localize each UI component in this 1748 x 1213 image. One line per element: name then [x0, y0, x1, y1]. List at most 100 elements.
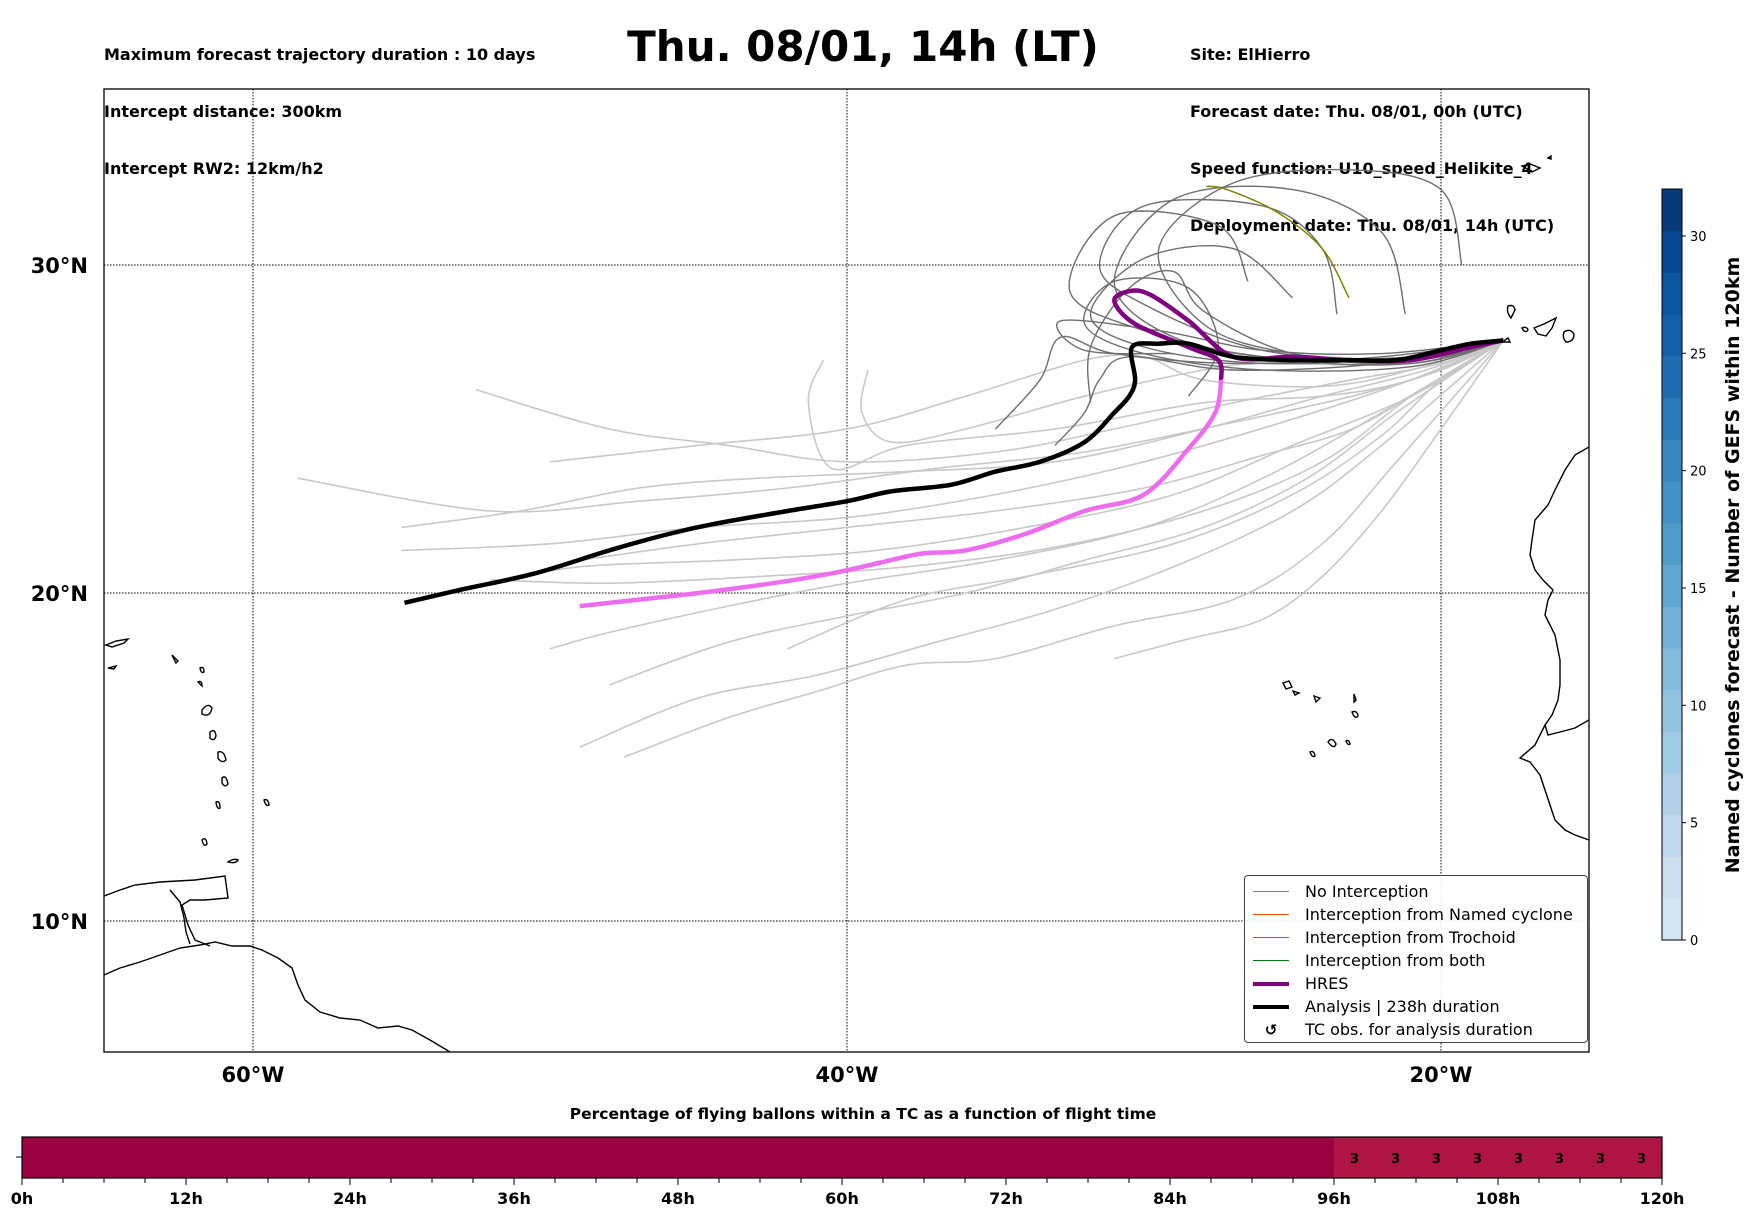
colorbar-bin [1662, 439, 1682, 482]
analysis-track [404, 338, 1504, 605]
colorbar-bin [1662, 481, 1682, 524]
lon-tick-label: 40°W [816, 1063, 879, 1087]
lat-tick-label: 30°N [31, 254, 88, 278]
colorbar-bin [1662, 522, 1682, 565]
colorbar-bin [1662, 647, 1682, 691]
site-info: Site: ElHierro Forecast date: Thu. 08/01… [1190, 7, 1554, 254]
bar-value-label: 3 [1473, 1152, 1482, 1167]
main-tracks [404, 288, 1504, 609]
colorbar-bin [1662, 272, 1682, 315]
run-parameters: Maximum forecast trajectory duration : 1… [104, 7, 535, 197]
colorbar-bin [1662, 606, 1682, 649]
trajectory-map[interactable]: 60°W 40°W 20°W 30°N 20°N 10°N 0 5 10 15 20 25 30 [0, 0, 1748, 1100]
island-cape-verde-bv [1351, 710, 1359, 719]
legend-item-analysis: Analysis | 238h duration [1245, 995, 1500, 1018]
ensemble-track [609, 339, 1504, 686]
bar-tick-label: 0h [11, 1189, 34, 1208]
bar-segment [1334, 1137, 1662, 1178]
intercept-distance-text: Intercept distance: 300km [104, 102, 343, 121]
bar-tick-label: 108h [1476, 1189, 1521, 1208]
coast-west-africa [1529, 446, 1589, 736]
ensemble-track [401, 339, 1504, 529]
island-tenerife [1532, 316, 1558, 337]
ensemble-track [549, 339, 1504, 463]
island-pr [104, 637, 131, 648]
colorbar-bin [1662, 773, 1682, 816]
island-cape-verde-santiago [1327, 738, 1337, 748]
island-st-lucia [221, 776, 229, 787]
bar-segment [22, 1137, 1334, 1178]
ensemble-track-near [1086, 269, 1504, 403]
coast-west-africa-south [1518, 724, 1589, 841]
bar-value-label: 3 [1555, 1152, 1564, 1167]
ensemble-track [579, 339, 1504, 748]
max-duration-text: Maximum forecast trajectory duration : 1… [104, 45, 536, 64]
orange-line-icon [1253, 914, 1289, 915]
trochoid-tracks [1206, 185, 1350, 299]
island-antigua [199, 666, 205, 674]
ensemble-track [401, 339, 1504, 552]
ensemble-track [549, 339, 1504, 650]
bar-tick-label: 24h [333, 1189, 367, 1208]
island-guadeloupe [201, 704, 213, 716]
bar-value-label: 3 [1350, 1152, 1359, 1167]
colorbar-bin [1662, 397, 1682, 440]
island-dominica [209, 729, 217, 741]
colorbar-bin [1662, 856, 1682, 899]
island-grenada [201, 837, 208, 847]
island-la-palma [1506, 304, 1516, 320]
lat-tick-label: 20°N [31, 582, 88, 606]
island-cape-verde-brava [1345, 739, 1351, 746]
island-madeira [1520, 163, 1542, 173]
island-cape-verde-fogo [1309, 750, 1316, 758]
island-cape-verde-sn [1291, 689, 1301, 696]
island-cape-verde-sa [1282, 680, 1293, 690]
ensemble-track [1114, 339, 1505, 660]
colorbar-tick-label: 15 [1690, 582, 1707, 597]
colorbar-title: Named cyclones forecast - Number of GEFS… [1722, 256, 1744, 874]
colorbar: 0 5 10 15 20 25 30 [1661, 188, 1707, 949]
bar-tick-label: 36h [497, 1189, 531, 1208]
bar-value-label: 3 [1391, 1152, 1400, 1167]
island-tobago [226, 858, 239, 864]
ensemble-tracks-inner [994, 168, 1504, 446]
island-el-hierro [1499, 336, 1512, 343]
legend: No Interception Interception from Named … [1244, 875, 1588, 1043]
colorbar-tick-label: 5 [1690, 817, 1698, 832]
site-text: Site: ElHierro [1190, 45, 1311, 64]
bar-tick-label: 12h [169, 1189, 203, 1208]
colorbar-tick-label: 0 [1690, 934, 1698, 949]
island-st-vincent [215, 800, 221, 810]
deployment-date-text: Deployment date: Thu. 08/01, 14h (UTC) [1190, 216, 1555, 235]
colorbar-bin [1662, 355, 1682, 399]
ensemble-track [490, 339, 1504, 585]
island-gran-canaria [1562, 329, 1575, 343]
tc-percentage-bar: 3 3 3 3 3 3 3 3 0h 12h 24h 36h 48h 60h 72h 84h 96h 108h 1… [11, 1136, 1684, 1208]
colorbar-bin [1662, 814, 1682, 858]
legend-item-tc-obs: ↺ TC obs. for analysis duration [1245, 1018, 1533, 1041]
bar-ticks: 0h 12h 24h 36h 48h 60h 72h 84h 96h 108h 120h [11, 1178, 1684, 1208]
ensemble-tracks-outer [297, 339, 1505, 758]
legend-item-both: Interception from both [1245, 949, 1485, 972]
cyclone-marker-icon: ↺ [1264, 1020, 1278, 1039]
ensemble-track [787, 339, 1504, 650]
bar-tick-label: 84h [1153, 1189, 1187, 1208]
island-barbados [263, 798, 270, 807]
coastlines [104, 154, 1589, 1052]
colorbar-tick-label: 10 [1690, 699, 1707, 714]
black-thick-line-icon [1253, 1004, 1289, 1009]
colorbar-bin [1662, 689, 1682, 732]
colorbar-tick-label: 20 [1690, 465, 1707, 480]
bar-value-label: 3 [1514, 1152, 1523, 1167]
bar-tick-label: 72h [989, 1189, 1023, 1208]
island-virgin [107, 664, 118, 670]
bar-tick-label: 96h [1317, 1189, 1351, 1208]
legend-item-hres: HRES [1245, 972, 1348, 995]
bar-tick-label: 60h [825, 1189, 859, 1208]
lat-tick-label: 10°N [31, 910, 88, 934]
ensemble-track [624, 339, 1505, 758]
coast-venezuela-inland [169, 889, 191, 945]
forecast-date-text: Forecast date: Thu. 08/01, 00h (UTC) [1190, 102, 1523, 121]
ensemble-track-near [1056, 319, 1504, 356]
legend-item-named-cyclone: Interception from Named cyclone [1245, 903, 1573, 926]
